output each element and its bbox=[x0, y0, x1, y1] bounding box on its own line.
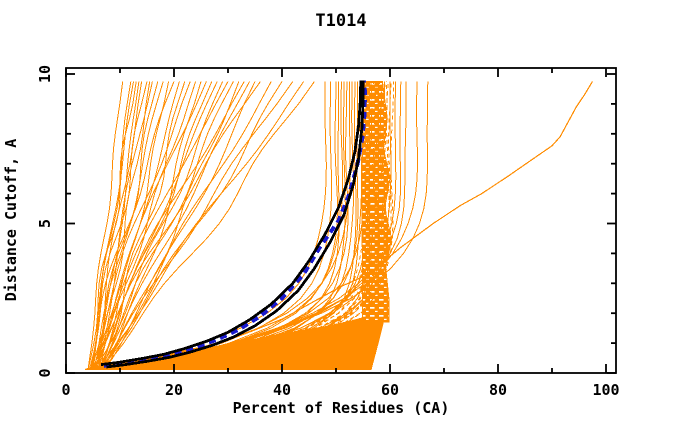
x-tick-label: 100 bbox=[592, 381, 619, 399]
x-tick-label: 0 bbox=[61, 381, 70, 399]
y-tick-label: 0 bbox=[36, 368, 54, 377]
y-axis-label: Distance Cutoff, A bbox=[2, 139, 20, 302]
orange-dotted-band bbox=[128, 81, 394, 369]
x-tick-labels: 0 20 40 60 80 100 bbox=[61, 381, 619, 399]
x-tick-label: 40 bbox=[273, 381, 291, 399]
x-tick-label: 60 bbox=[381, 381, 399, 399]
x-tick-label: 20 bbox=[165, 381, 183, 399]
chart-title: T1014 bbox=[315, 11, 366, 31]
best-model-curves bbox=[100, 80, 365, 369]
y-tick-labels: 0 5 10 bbox=[36, 65, 54, 378]
reference-curve bbox=[103, 80, 367, 368]
x-tick-label: 80 bbox=[489, 381, 507, 399]
plot-frame bbox=[65, 67, 617, 374]
y-tick-label: 5 bbox=[36, 219, 54, 228]
y-tick-label: 10 bbox=[36, 65, 54, 83]
curves-layer bbox=[84, 80, 594, 370]
orange-model-curves-fan bbox=[87, 81, 315, 369]
x-axis-label: Percent of Residues (CA) bbox=[233, 399, 450, 417]
axis-ticks bbox=[65, 68, 616, 374]
